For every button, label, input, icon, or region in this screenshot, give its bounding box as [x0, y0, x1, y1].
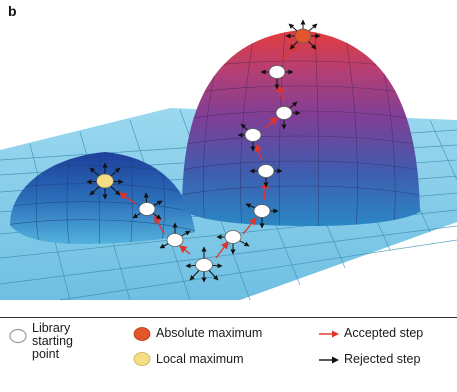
- library-point: [138, 202, 156, 216]
- legend-starting-line-1: Library: [32, 321, 71, 335]
- local-maximum-legend-icon: [133, 352, 151, 366]
- starting-point-legend-icon: [9, 329, 27, 343]
- starting-point: [195, 258, 213, 272]
- fitness-landscape-figure: b: [0, 3, 457, 301]
- accepted-step-legend-icon: [319, 330, 339, 338]
- library-point: [253, 204, 271, 218]
- library-point: [244, 128, 262, 142]
- legend-accepted-step-label: Accepted step: [344, 326, 424, 340]
- absolute-maximum-legend-icon: [133, 327, 151, 341]
- landscape-diagram: [0, 19, 457, 301]
- legend-starting-point-label: Library starting point: [32, 322, 73, 361]
- library-point: [224, 230, 242, 244]
- absolute-maximum-point: [294, 28, 312, 44]
- library-point: [268, 65, 286, 79]
- local-maximum-point: [96, 173, 114, 189]
- legend-starting-line-3: point: [32, 347, 60, 361]
- library-point: [257, 164, 275, 178]
- panel-label: b: [8, 3, 17, 19]
- legend-absolute-maximum-label: Absolute maximum: [156, 326, 263, 340]
- legend: Library starting point Absolute maximum …: [0, 317, 457, 392]
- legend-rejected-step-label: Rejected step: [344, 352, 421, 366]
- library-point: [166, 233, 184, 247]
- legend-starting-line-2: starting: [32, 334, 73, 348]
- rejected-step-legend-icon: [319, 356, 339, 364]
- library-points: [96, 28, 312, 272]
- library-point: [275, 106, 293, 120]
- legend-local-maximum-label: Local maximum: [156, 352, 244, 366]
- global-hill: [182, 30, 420, 226]
